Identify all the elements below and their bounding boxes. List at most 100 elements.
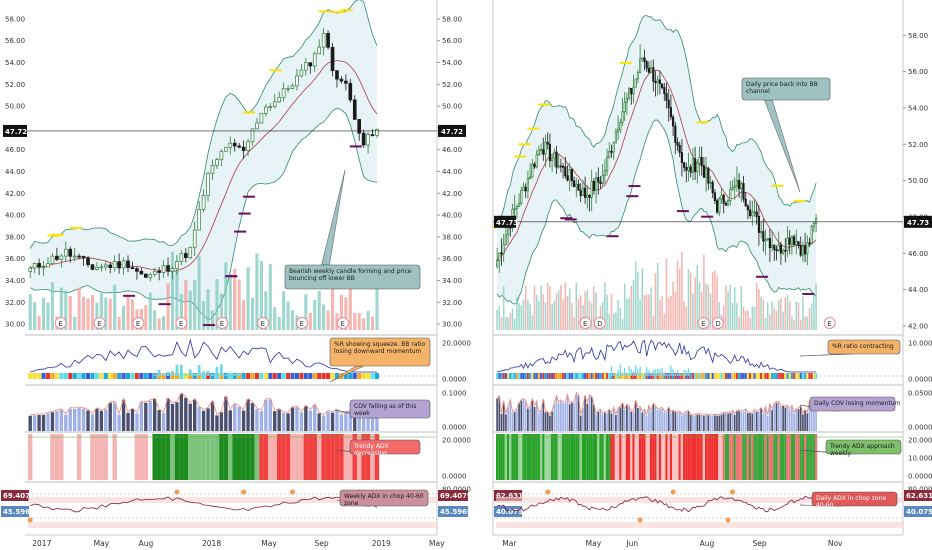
level-marker-purple (606, 235, 619, 238)
candle-body (581, 187, 584, 197)
wr-bar (624, 368, 626, 376)
cov-bar (224, 396, 228, 431)
candle-body (665, 93, 668, 101)
candle-body (304, 62, 308, 71)
candle-body (643, 57, 646, 63)
volume-bar (661, 295, 663, 330)
cov-bar (250, 403, 255, 431)
cov-bar (793, 413, 795, 431)
adx-band (606, 434, 609, 480)
volume-bar (758, 289, 760, 330)
earnings-marker-label: E (136, 320, 140, 328)
candle-body (290, 85, 295, 89)
cov-bar (237, 406, 241, 431)
cov-bar (37, 414, 41, 431)
candle-body (641, 57, 644, 60)
volume-bar (604, 282, 606, 330)
cov-bar (648, 406, 650, 431)
wr-heat-cell (548, 373, 551, 379)
volume-bar (740, 286, 743, 330)
wr-heat-cell (777, 373, 780, 379)
wr-heat-cell (321, 373, 326, 379)
candle-body (219, 150, 224, 160)
volume-bar (751, 306, 754, 330)
adx-band (641, 434, 644, 480)
volume-bar (762, 299, 765, 330)
wr-heat-cell (746, 373, 749, 379)
volume-bar (344, 297, 348, 330)
level-marker-purple (203, 324, 216, 327)
candle-body (557, 165, 560, 168)
candle-body (299, 69, 304, 77)
adx-band (815, 434, 818, 480)
level-marker-yellow (527, 127, 540, 130)
adx-band (711, 434, 714, 480)
candle-body (41, 266, 46, 269)
candle-body (731, 187, 734, 190)
candle-body (259, 113, 264, 124)
current-price-tag (438, 124, 466, 137)
candle-body (522, 186, 525, 191)
adx-band (504, 434, 507, 480)
callout-text: Daily COV losing momentum (814, 400, 901, 407)
cov-bar (599, 410, 602, 431)
cov-bar (366, 414, 370, 431)
candle-body (175, 261, 179, 269)
adx-band (592, 434, 595, 480)
adx-band (312, 434, 317, 480)
adx-band (654, 434, 657, 480)
volume-bar (353, 312, 357, 330)
y-tick-label: 42.00 (908, 322, 928, 330)
wr-heat-cell (762, 373, 765, 379)
earnings-marker-label: E (179, 320, 183, 328)
cov-bar (286, 413, 290, 431)
adx-band (619, 434, 622, 480)
wr-heat-cell (799, 373, 802, 379)
wr-heat-cell (793, 373, 796, 379)
cov-bar (566, 395, 569, 431)
adx-band (766, 434, 769, 480)
level-marker-yellow (69, 226, 82, 229)
wr-heat-cell (551, 373, 554, 379)
candle-body (366, 134, 370, 146)
adx-band (356, 434, 362, 480)
volume-bar (308, 312, 312, 330)
cov-bar (509, 400, 512, 431)
earnings-marker-label: E (827, 320, 831, 328)
candle-body (720, 194, 723, 200)
cov-bar (744, 409, 747, 431)
candle-body (370, 134, 375, 136)
cov-bar (731, 411, 734, 431)
cov-bar (564, 402, 567, 431)
adx-band (595, 434, 598, 480)
candle-body (166, 265, 170, 272)
callout-text: channel (746, 88, 770, 95)
adx-band (676, 434, 679, 480)
chop-dot (725, 517, 731, 523)
adx-band (727, 434, 730, 480)
volume-bar (659, 299, 661, 330)
candle-body (753, 211, 756, 214)
volume-bar (224, 262, 228, 330)
y-tick-label: 44.00 (442, 168, 462, 176)
adx-band (775, 434, 778, 480)
adx-band (669, 434, 672, 480)
adx-band (361, 434, 366, 480)
candle-body (663, 87, 666, 95)
cov-bar (148, 400, 152, 431)
volume-bar (255, 253, 259, 330)
adx-band (551, 434, 554, 480)
wr-bar (193, 373, 197, 376)
adx-band (740, 434, 743, 480)
candle-body (689, 166, 692, 173)
adx-band (526, 434, 529, 480)
adx-band (806, 434, 809, 480)
candle-body (564, 166, 567, 177)
wr-heat-cell (498, 373, 501, 379)
cov-bar (604, 412, 606, 431)
candle-body (592, 180, 595, 191)
candle-body (224, 146, 228, 152)
candle-body (700, 157, 703, 167)
level-marker-yellow (514, 155, 527, 158)
adx-band (661, 434, 664, 480)
